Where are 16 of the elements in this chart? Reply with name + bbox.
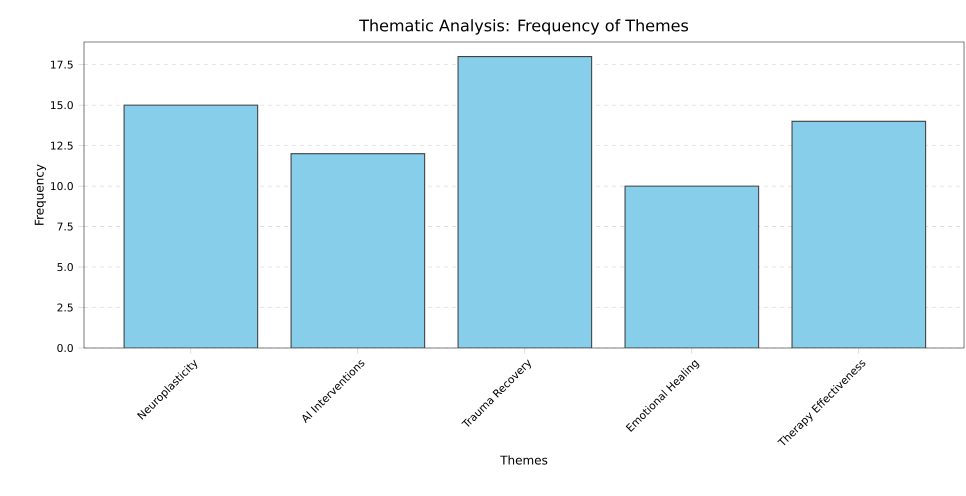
bar [624, 186, 760, 348]
bar [791, 120, 926, 348]
chart-title: Thematic Analysis: Frequency of Themes [359, 19, 688, 35]
y-tick-label: 7.5 [58, 222, 73, 231]
y-tick-label: 2.5 [57, 303, 73, 312]
y-axis-title: Frequency [34, 164, 46, 225]
y-tick-label: 0.0 [57, 344, 73, 352]
y-tick-label: 15.0 [51, 101, 73, 110]
bar [124, 105, 258, 348]
bar [458, 56, 592, 348]
y-tick-label: 17.5 [51, 60, 73, 69]
bar [290, 153, 426, 348]
y-tick-label: 5.0 [57, 263, 73, 272]
y-tick-label: 10.0 [51, 182, 73, 190]
y-tick-label: 12.5 [51, 142, 73, 150]
x-axis-title: Themes [500, 455, 548, 465]
